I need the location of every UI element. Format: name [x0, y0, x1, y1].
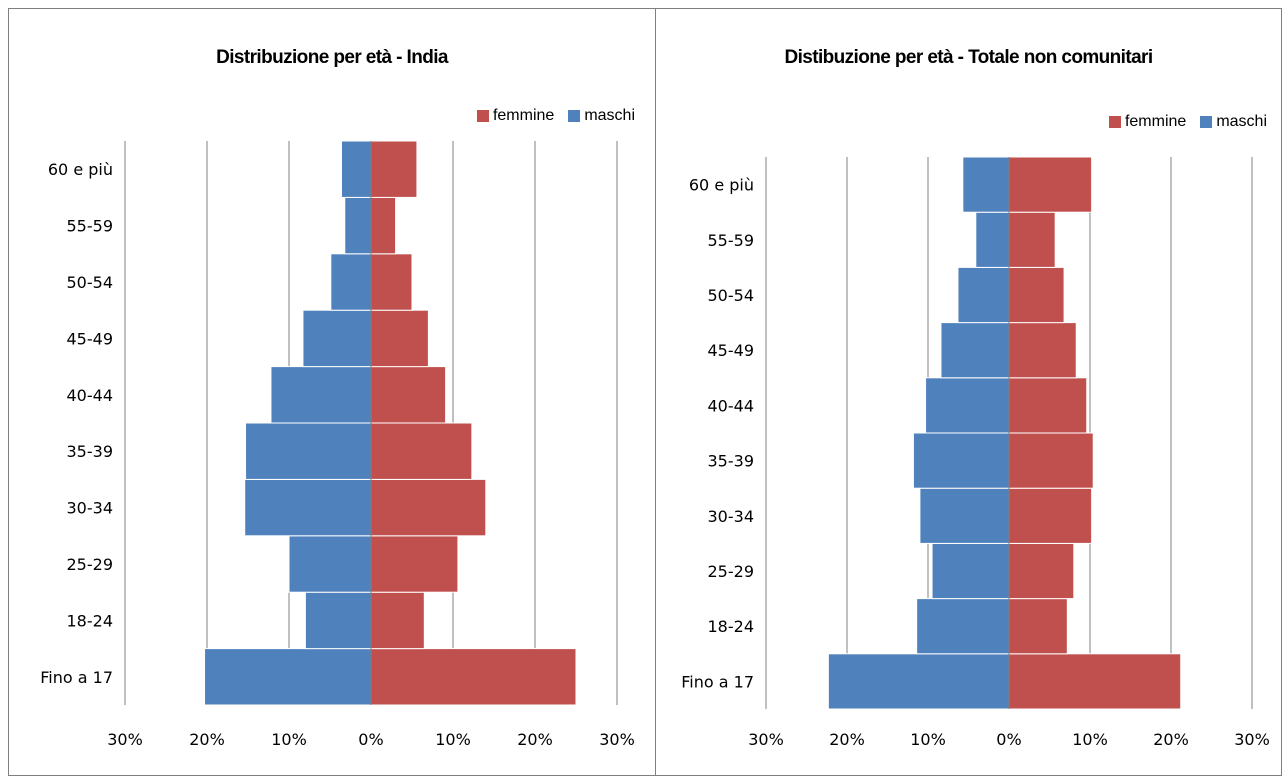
legend: femmine maschi — [469, 107, 635, 125]
chart-title: Distribuzione per età - India — [216, 47, 448, 68]
x-tick-label: 10% — [435, 730, 471, 749]
bar-maschi-18-24 — [304, 591, 372, 650]
legend-swatch-maschi — [568, 110, 581, 122]
chart-panel-india: Distribuzione per età - India femmine ma… — [8, 8, 656, 776]
bar-femmine-25-29 — [370, 535, 459, 593]
category-label: 60 e più — [689, 176, 754, 195]
bar-maschi-40-44 — [925, 377, 1010, 434]
bar-femmine-30-34 — [1008, 487, 1093, 544]
legend-item-maschi: maschi — [1200, 113, 1267, 131]
bar-maschi-60-e-pi- — [340, 140, 372, 198]
bar-femmine-50-54 — [1008, 266, 1065, 324]
legend-label-femmine: femmine — [1124, 113, 1187, 130]
category-label: 25-29 — [708, 562, 755, 581]
bar-femmine-35-39 — [370, 422, 473, 480]
bar-maschi-40-44 — [270, 366, 372, 424]
category-label: 50-54 — [708, 286, 755, 305]
bar-maschi-45-49 — [302, 309, 372, 368]
x-tick-label: 0% — [996, 730, 1021, 749]
bar-femmine-60-e-pi- — [370, 140, 418, 198]
category-label: 30-34 — [708, 507, 755, 526]
category-label: 60 e più — [48, 160, 113, 179]
category-label: Fino a 17 — [40, 668, 113, 687]
bar-femmine-fino-a-17 — [1008, 653, 1182, 710]
bar-maschi-25-29 — [288, 535, 372, 593]
bar-maschi-18-24 — [916, 598, 1010, 655]
x-tick-label: 10% — [271, 730, 307, 749]
legend: femmine maschi — [1101, 113, 1267, 131]
bar-maschi-fino-a-17 — [827, 653, 1010, 710]
bar-maschi-50-54 — [330, 253, 372, 311]
bar-femmine-60-e-pi- — [1008, 156, 1093, 213]
chart-panel-non-comunitari: Distibuzione per età - Totale non comuni… — [655, 8, 1282, 776]
legend-label-maschi: maschi — [1216, 113, 1267, 130]
x-tick-label: 20% — [1153, 730, 1189, 749]
category-label: 45-49 — [708, 341, 755, 360]
bar-maschi-60-e-pi- — [962, 156, 1010, 213]
bar-femmine-40-44 — [1008, 377, 1088, 434]
bar-femmine-fino-a-17 — [370, 648, 577, 706]
category-label: 40-44 — [708, 396, 755, 415]
x-tick-label: 10% — [910, 730, 946, 749]
legend-label-maschi: maschi — [584, 107, 635, 124]
x-tick-label: 20% — [829, 730, 865, 749]
bar-femmine-18-24 — [370, 591, 425, 650]
legend-label-femmine: femmine — [492, 107, 555, 124]
legend-item-femmine: femmine — [1108, 113, 1187, 131]
bar-maschi-50-54 — [957, 266, 1010, 324]
pyramid-chart-non-comunitari: Fino a 17 18-24 25-29 30-34 35-39 40-44 45-49 5… — [681, 156, 1270, 749]
bar-maschi-35-39 — [245, 422, 372, 480]
bar-femmine-50-54 — [370, 253, 413, 311]
legend-item-maschi: maschi — [568, 107, 635, 125]
x-tick-label: 10% — [1072, 730, 1108, 749]
category-label: 18-24 — [67, 611, 114, 630]
x-tick-label: 20% — [517, 730, 553, 749]
bar-maschi-fino-a-17 — [204, 648, 372, 706]
chart-title: Distibuzione per età - Totale non comuni… — [784, 47, 1153, 68]
bar-maschi-45-49 — [940, 322, 1010, 379]
x-tick-label: 20% — [189, 730, 225, 749]
bar-maschi-25-29 — [931, 542, 1010, 600]
legend-swatch-femmine — [1108, 116, 1121, 128]
legend-swatch-maschi — [1200, 116, 1213, 128]
x-tick-label: 30% — [107, 730, 143, 749]
bar-femmine-40-44 — [370, 366, 447, 424]
legend-item-femmine: femmine — [476, 107, 555, 125]
category-label: Fino a 17 — [681, 672, 754, 691]
category-label: 50-54 — [67, 273, 114, 292]
pyramid-chart-india: Fino a 17 18-24 25-29 30-34 35-39 40-44 45-49 5… — [40, 140, 635, 749]
category-label: 30-34 — [67, 499, 114, 518]
bar-maschi-35-39 — [912, 432, 1010, 489]
x-tick-label: 30% — [1234, 730, 1270, 749]
bar-femmine-55-59 — [370, 196, 397, 255]
category-label: 55-59 — [67, 217, 114, 236]
x-tick-label: 30% — [599, 730, 635, 749]
x-tick-label: 30% — [748, 730, 784, 749]
bar-femmine-45-49 — [1008, 322, 1077, 379]
x-tick-label: 0% — [358, 730, 383, 749]
bar-maschi-30-34 — [919, 487, 1010, 544]
category-label: 45-49 — [67, 329, 114, 348]
bar-femmine-45-49 — [370, 309, 429, 368]
legend-swatch-femmine — [476, 110, 489, 122]
bar-femmine-18-24 — [1008, 598, 1068, 655]
category-label: 35-39 — [708, 452, 755, 471]
category-label: 18-24 — [708, 617, 755, 636]
category-label: 25-29 — [67, 555, 114, 574]
bar-femmine-25-29 — [1008, 542, 1075, 600]
bar-femmine-55-59 — [1008, 211, 1056, 268]
category-label: 55-59 — [708, 231, 755, 250]
bar-femmine-30-34 — [370, 478, 487, 537]
bar-maschi-55-59 — [975, 211, 1010, 268]
category-label: 35-39 — [67, 442, 114, 461]
bar-femmine-35-39 — [1008, 432, 1094, 489]
bar-maschi-55-59 — [344, 196, 372, 255]
category-label: 40-44 — [67, 386, 114, 405]
bar-maschi-30-34 — [244, 478, 372, 537]
